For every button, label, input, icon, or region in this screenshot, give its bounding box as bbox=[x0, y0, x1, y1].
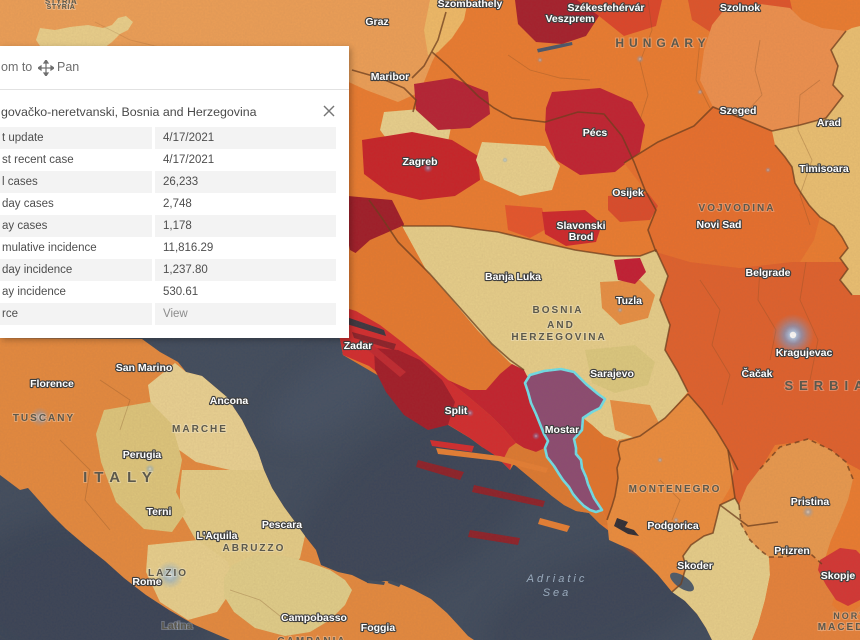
svg-text:HUNGARY: HUNGARY bbox=[615, 36, 710, 50]
svg-text:Podgorica: Podgorica bbox=[647, 520, 699, 532]
svg-text:Rome: Rome bbox=[132, 576, 161, 588]
svg-text:Kragujevac: Kragujevac bbox=[776, 347, 833, 359]
svg-text:NORT: NORT bbox=[833, 611, 860, 621]
svg-text:Campobasso: Campobasso bbox=[281, 612, 347, 624]
svg-text:San Marino: San Marino bbox=[116, 362, 173, 374]
svg-text:Szombathely: Szombathely bbox=[438, 0, 503, 10]
svg-text:Latina: Latina bbox=[162, 620, 193, 632]
svg-text:Pécs: Pécs bbox=[583, 127, 608, 139]
svg-text:Florence: Florence bbox=[30, 378, 74, 390]
svg-text:AND: AND bbox=[547, 320, 575, 331]
svg-text:STYRIA: STYRIA bbox=[45, 0, 77, 6]
svg-text:Graz: Graz bbox=[365, 16, 388, 28]
svg-text:Terni: Terni bbox=[147, 506, 172, 518]
svg-text:Slavonski: Slavonski bbox=[556, 220, 605, 232]
svg-text:MACEDO: MACEDO bbox=[818, 622, 860, 633]
svg-text:Sea: Sea bbox=[543, 587, 572, 599]
svg-text:HERZEGOVINA: HERZEGOVINA bbox=[511, 332, 606, 343]
svg-text:Zadar: Zadar bbox=[344, 340, 373, 352]
svg-text:L'Aquila: L'Aquila bbox=[197, 530, 238, 542]
svg-text:Foggia: Foggia bbox=[361, 622, 396, 634]
svg-text:Szolnok: Szolnok bbox=[720, 2, 760, 14]
svg-text:ABRUZZO: ABRUZZO bbox=[223, 543, 286, 554]
svg-text:LAZIO: LAZIO bbox=[148, 568, 188, 579]
svg-text:Skopje: Skopje bbox=[821, 570, 856, 582]
svg-text:MARCHE: MARCHE bbox=[172, 424, 228, 435]
svg-text:Ancona: Ancona bbox=[210, 395, 249, 407]
svg-text:Mostar: Mostar bbox=[545, 424, 579, 436]
svg-text:Maribor: Maribor bbox=[371, 71, 410, 83]
svg-text:Székesfehérvár: Székesfehérvár bbox=[567, 2, 644, 14]
svg-text:Banja Luka: Banja Luka bbox=[485, 271, 541, 283]
svg-text:Brod: Brod bbox=[569, 231, 594, 243]
svg-text:Skoder: Skoder bbox=[677, 560, 713, 572]
svg-text:SERBIA: SERBIA bbox=[784, 378, 860, 393]
svg-text:Arad: Arad bbox=[817, 117, 841, 129]
svg-text:Prizren: Prizren bbox=[774, 545, 810, 557]
svg-text:Pescara: Pescara bbox=[262, 519, 302, 531]
svg-text:Adriatic: Adriatic bbox=[526, 573, 588, 585]
svg-text:Čačak: Čačak bbox=[742, 367, 773, 380]
svg-text:Zagreb: Zagreb bbox=[402, 156, 437, 168]
svg-text:Osijek: Osijek bbox=[612, 187, 644, 199]
svg-text:CAMPANIA: CAMPANIA bbox=[277, 636, 346, 640]
svg-text:Split: Split bbox=[445, 405, 468, 417]
svg-text:TUSCANY: TUSCANY bbox=[13, 413, 75, 424]
svg-text:STYRIA: STYRIA bbox=[47, 4, 76, 11]
svg-text:Novi Sad: Novi Sad bbox=[697, 219, 742, 231]
svg-text:Perugia: Perugia bbox=[123, 449, 162, 461]
svg-text:Szeged: Szeged bbox=[720, 105, 757, 117]
svg-text:Belgrade: Belgrade bbox=[746, 267, 791, 279]
svg-text:VOJVODINA: VOJVODINA bbox=[699, 203, 776, 214]
svg-text:Tuzla: Tuzla bbox=[616, 295, 642, 307]
svg-text:Pristina: Pristina bbox=[791, 496, 830, 508]
svg-text:Veszprem: Veszprem bbox=[545, 13, 594, 25]
svg-text:Timisoara: Timisoara bbox=[799, 163, 849, 175]
svg-text:ITALY: ITALY bbox=[83, 469, 159, 486]
svg-text:Sarajevo: Sarajevo bbox=[590, 368, 634, 380]
svg-text:BOSNIA: BOSNIA bbox=[533, 305, 584, 316]
svg-text:MONTENEGRO: MONTENEGRO bbox=[629, 484, 722, 495]
